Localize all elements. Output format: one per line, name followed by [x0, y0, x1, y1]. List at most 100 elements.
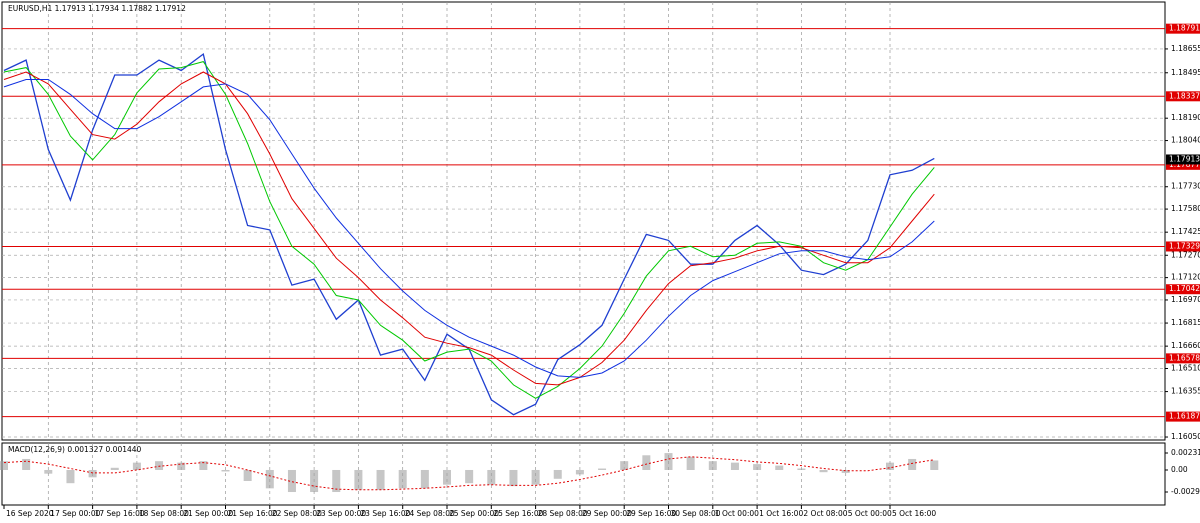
macd-bar	[177, 462, 186, 470]
macd-bar	[0, 461, 8, 470]
macd-bar	[287, 469, 296, 493]
level-label: 1.16578	[1169, 353, 1200, 362]
macd-bar	[354, 469, 363, 490]
main-frame	[1, 1, 1166, 441]
macd-bar	[88, 469, 97, 478]
macd-bar	[775, 465, 784, 470]
x-tick-label: 23 Sep 00:00	[316, 509, 366, 518]
x-tick-label: 22 Sep 08:00	[272, 509, 322, 518]
macd-bar	[886, 462, 894, 470]
x-tick-label: 24 Sep 08:00	[405, 509, 455, 518]
macd-frame	[1, 442, 1166, 506]
macd-bar	[110, 467, 119, 470]
level-label: 1.17042	[1169, 284, 1200, 293]
macd-bar	[265, 469, 274, 489]
y-tick-label: 1.16815	[1171, 318, 1200, 327]
macd-bar	[686, 456, 695, 470]
macd-bar	[465, 469, 474, 484]
y-tick-label: 1.17120	[1171, 273, 1200, 282]
macd-bar	[598, 468, 607, 470]
macd-bar	[819, 469, 828, 473]
x-tick-label: 17 Sep 16:00	[95, 509, 145, 518]
level-label-box	[1166, 91, 1200, 102]
y-tick-label: 1.18655	[1171, 44, 1200, 53]
macd-bar	[243, 469, 252, 482]
macd-bar	[841, 469, 850, 473]
macd-bar	[708, 461, 717, 470]
macd-y-tick-label: -0.002997	[1171, 487, 1200, 496]
macd-bar	[221, 469, 230, 472]
moving-average-line	[3, 79, 935, 378]
level-label-box	[1166, 353, 1200, 364]
y-tick-label: 1.16050	[1171, 432, 1200, 441]
x-tick-label: 1 Oct 00:00	[715, 509, 759, 518]
level-label-box	[1166, 23, 1200, 34]
x-tick-label: 30 Sep 08:00	[671, 509, 721, 518]
x-tick-label: 21 Sep 00:00	[183, 509, 233, 518]
macd-bar	[575, 469, 584, 475]
y-tick-label: 1.17425	[1171, 227, 1200, 236]
x-tick-label: 5 Oct 16:00	[892, 509, 936, 518]
x-tick-label: 25 Sep 00:00	[449, 509, 499, 518]
macd-bar	[398, 469, 407, 489]
level-label-box	[1166, 284, 1200, 295]
x-tick-label: 5 Oct 00:00	[848, 509, 892, 518]
moving-average-line	[3, 71, 935, 386]
y-tick-label: 1.16510	[1171, 363, 1200, 372]
macd-bar	[642, 455, 651, 470]
x-tick-label: 29 Sep 16:00	[626, 509, 676, 518]
macd-bar	[620, 461, 629, 470]
x-tick-label: 1 Oct 16:00	[759, 509, 803, 518]
y-tick-label: 1.18190	[1171, 113, 1200, 122]
y-tick-label: 1.17580	[1171, 204, 1200, 213]
macd-bar	[132, 462, 141, 470]
macd-bar	[332, 469, 341, 493]
macd-bar	[531, 469, 540, 485]
y-tick-label: 1.16660	[1171, 341, 1200, 350]
y-tick-label: 1.16970	[1171, 295, 1200, 304]
current-price-box	[1166, 154, 1200, 165]
x-tick-label: 21 Sep 16:00	[228, 509, 278, 518]
macd-bar	[553, 469, 562, 479]
macd-bar	[199, 461, 208, 470]
y-tick-label: 1.16355	[1171, 387, 1200, 396]
macd-bar	[908, 458, 917, 470]
y-tick-label: 1.18495	[1171, 68, 1200, 77]
macd-signal-line	[3, 456, 935, 491]
current-price-label: 1.17913	[1169, 154, 1200, 163]
y-tick-label: 1.18040	[1171, 136, 1200, 145]
macd-bar	[664, 453, 673, 470]
macd-y-tick-label: 0.002313	[1171, 448, 1200, 457]
y-tick-label: 1.17270	[1171, 250, 1200, 259]
macd-bar	[376, 469, 385, 490]
macd-bar	[310, 469, 319, 493]
level-label: 1.18337	[1169, 91, 1200, 100]
x-tick-label: 23 Sep 16:00	[360, 509, 410, 518]
macd-y-tick-label: 0.00	[1171, 465, 1188, 474]
level-label-box	[1166, 159, 1200, 170]
x-tick-label: 2 Oct 08:00	[803, 509, 847, 518]
macd-bar	[930, 460, 939, 470]
level-label: 1.18791	[1169, 24, 1200, 33]
x-tick-label: 17 Sep 00:00	[50, 509, 100, 518]
macd-bar	[22, 458, 31, 470]
macd-bar	[487, 469, 496, 485]
macd-title: MACD(12,26,9) 0.001327 0.001440	[8, 445, 142, 454]
moving-average-line	[3, 61, 935, 399]
y-tick-label: 1.17730	[1171, 182, 1200, 191]
x-tick-label: 28 Sep 08:00	[538, 509, 588, 518]
x-tick-label: 18 Sep 08:00	[139, 509, 189, 518]
x-tick-label: 29 Sep 00:00	[582, 509, 632, 518]
macd-bar	[509, 469, 518, 487]
macd-bar	[443, 469, 451, 485]
macd-bar	[155, 461, 164, 470]
macd-bar	[66, 469, 75, 484]
level-label: 1.17329	[1169, 241, 1200, 250]
x-tick-label: 25 Sep 16:00	[493, 509, 543, 518]
macd-bar	[797, 468, 806, 470]
macd-bar	[420, 469, 429, 489]
macd-bar	[753, 464, 762, 470]
